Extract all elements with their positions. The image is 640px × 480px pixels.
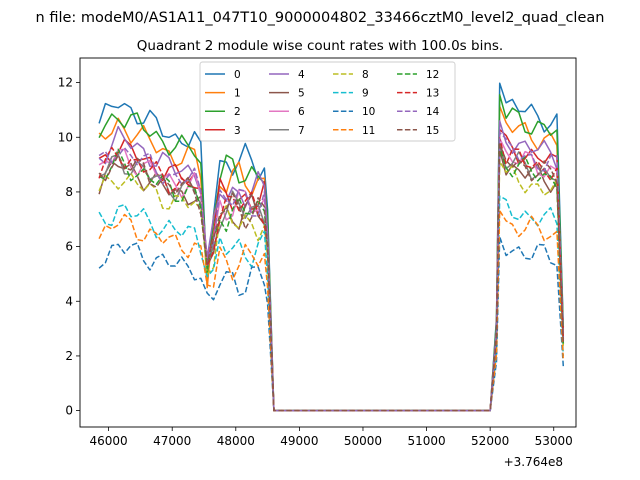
legend-label-5: 5 [298,88,305,100]
series-line-2 [98,94,565,412]
legend-label-10: 10 [362,106,375,118]
x-tick-label: 53000 [535,434,573,448]
series-line-12 [98,146,565,412]
legend-label-14: 14 [426,106,440,118]
y-tick-label: 12 [58,76,73,90]
y-tick-label: 2 [65,349,73,363]
legend-label-8: 8 [362,69,369,81]
series-line-11 [98,209,565,412]
x-tick-label: 52000 [471,434,509,448]
series-line-10 [98,236,565,412]
x-tick-label: 51000 [407,434,445,448]
legend-label-2: 2 [234,106,241,118]
legend-label-1: 1 [234,88,241,100]
legend-label-3: 3 [234,125,241,137]
series-line-0 [98,82,565,412]
series-line-9 [98,195,565,412]
x-tick-label: 48000 [217,434,255,448]
y-tick-label: 8 [65,185,73,199]
y-tick-label: 6 [65,240,73,254]
axes: 46000 47000 48000 49000 50000 51000 52000 53000… [58,76,573,448]
y-tick-label: 0 [65,404,73,418]
y-tick-label: 10 [58,130,73,144]
series-line-4 [98,120,565,412]
legend-label-6: 6 [298,106,305,118]
x-tick-label: 47000 [153,434,191,448]
data-lines [98,82,565,412]
y-tick-label: 4 [65,294,73,308]
x-tick-label: 49000 [280,434,318,448]
series-line-13 [98,137,565,412]
series-line-8 [98,160,565,412]
figure-suptitle: n file: modeM0/AS1A11_047T10_9000004802_… [36,10,605,26]
legend-label-15: 15 [426,125,439,137]
legend-label-9: 9 [362,88,369,100]
legend-label-4: 4 [298,69,305,81]
series-line-14 [98,131,565,412]
x-offset-label: +3.764e8 [504,455,563,469]
legend-label-0: 0 [234,69,241,81]
chart-title: Quadrant 2 module wise count rates with … [137,38,503,54]
legend-label-11: 11 [362,125,375,137]
plot-frame [79,57,577,428]
x-tick-label: 50000 [344,434,382,448]
legend-label-12: 12 [426,69,439,81]
series-line-15 [98,143,565,412]
x-tick-label: 46000 [90,434,128,448]
legend-box [199,61,456,142]
legend-label-13: 13 [426,88,439,100]
legend-label-7: 7 [298,125,305,137]
